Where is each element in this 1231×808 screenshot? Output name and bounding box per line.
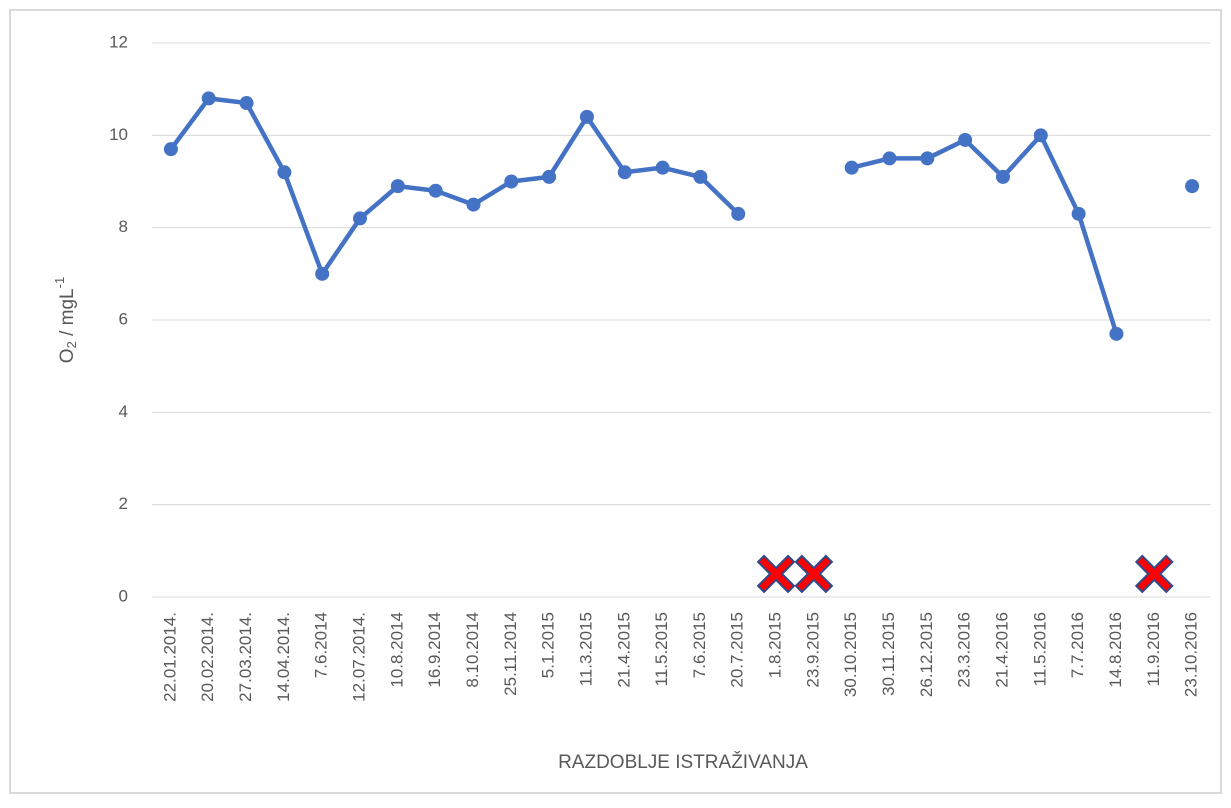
point — [1109, 326, 1124, 341]
x-marker — [1134, 554, 1174, 594]
x-tick-label: 11.5.2016 — [1030, 612, 1049, 686]
y-tick-label: 12 — [109, 32, 128, 51]
point — [655, 160, 670, 175]
x-tick-label: 11.5.2015 — [652, 612, 671, 686]
point — [428, 183, 443, 198]
y-label-sub: 2 — [64, 341, 79, 348]
point — [920, 151, 935, 166]
x-tick-label: 7.7.2016 — [1068, 612, 1087, 678]
point — [958, 132, 973, 147]
x-tick-label: 1.8.2015 — [766, 612, 785, 678]
x-tick-label: 7.6.2015 — [690, 612, 709, 678]
point — [693, 169, 708, 184]
point — [617, 165, 632, 180]
x-marker — [756, 554, 796, 594]
point — [163, 142, 178, 157]
point — [995, 169, 1010, 184]
x-tick-label: 20.02.2014. — [198, 612, 217, 702]
x-tick-label: 22.01.2014. — [160, 612, 179, 702]
x-tick-label: 23.9.2015 — [803, 612, 822, 688]
point — [353, 211, 368, 226]
x-tick-label: 23.10.2016 — [1182, 612, 1201, 697]
x-tick-label: 21.4.2015 — [614, 612, 633, 688]
x-tick-label: 11.3.2015 — [576, 612, 595, 686]
point — [579, 109, 594, 124]
x-tick-label: 11.9.2016 — [1144, 612, 1163, 686]
point — [315, 266, 330, 281]
x-marker — [794, 554, 834, 594]
y-tick-label: 0 — [119, 586, 128, 605]
point — [466, 197, 481, 212]
y-tick-label: 4 — [119, 402, 128, 421]
x-tick-label: 23.3.2016 — [955, 612, 974, 688]
x-tick-label: 5.1.2015 — [539, 612, 558, 678]
point — [882, 151, 897, 166]
y-tick-label: 6 — [119, 309, 128, 328]
y-tick-label: 2 — [119, 494, 128, 513]
y-axis-label: O2 / mgL-1 — [52, 277, 79, 363]
y-tick-label: 8 — [119, 217, 128, 236]
point — [390, 179, 405, 194]
point — [239, 96, 254, 111]
point — [844, 160, 859, 175]
x-tick-label: 20.7.2015 — [728, 612, 747, 688]
x-tick-label: 14.04.2014. — [274, 612, 293, 702]
x-tick-label: 14.8.2016 — [1106, 612, 1125, 688]
x-tick-label: 8.10.2014 — [463, 612, 482, 688]
point — [731, 206, 746, 221]
x-tick-label: 30.10.2015 — [841, 612, 860, 697]
x-tick-label: 10.8.2014 — [387, 612, 406, 688]
point — [277, 165, 292, 180]
x-tick-label: 25.11.2014 — [501, 612, 520, 696]
x-tick-label: 27.03.2014. — [236, 612, 255, 702]
point — [1071, 206, 1086, 221]
x-tick-label: 7.6.2014 — [312, 612, 331, 678]
y-label-base: O — [57, 348, 78, 363]
point — [1185, 179, 1200, 194]
x-tick-label: 16.9.2014 — [425, 612, 444, 688]
x-tick-label: 26.12.2015 — [917, 612, 936, 697]
point — [1033, 128, 1048, 143]
x-tick-label: 21.4.2016 — [992, 612, 1011, 688]
y-label-sup: -1 — [52, 277, 67, 289]
point — [542, 169, 557, 184]
point — [504, 174, 519, 189]
point — [201, 91, 216, 106]
y-label-rest: / mgL — [57, 288, 78, 341]
x-tick-label: 30.11.2015 — [879, 612, 898, 696]
y-tick-label: 10 — [109, 125, 128, 144]
x-tick-label: 12.07.2014. — [350, 612, 369, 702]
x-axis-label: RAZDOBLJE ISTRAŽIVANJA — [558, 751, 808, 773]
chart-border — [9, 9, 1222, 794]
